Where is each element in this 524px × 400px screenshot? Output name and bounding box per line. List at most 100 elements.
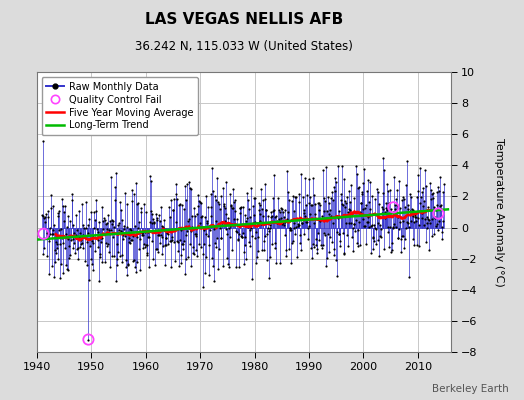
Point (299, 216, 307, 222)
Point (438, 228, 446, 235)
Point (368, 235, 377, 242)
Point (214, 199, 222, 205)
Point (428, 216, 436, 222)
Point (225, 234, 234, 240)
Point (427, 187, 435, 193)
Point (242, 218, 250, 224)
Point (243, 190, 252, 196)
Point (408, 212, 417, 219)
Point (424, 204, 433, 210)
Point (194, 198, 203, 204)
Point (51, 247, 60, 253)
Point (355, 184, 363, 190)
Point (155, 212, 163, 219)
Point (51, 250, 60, 256)
Point (376, 233, 384, 240)
Point (268, 194, 277, 201)
Point (44, 213, 52, 220)
Point (149, 256, 158, 262)
Point (434, 227, 442, 234)
Point (213, 174, 221, 181)
Point (63, 266, 71, 272)
Point (69, 236, 77, 242)
Point (303, 225, 312, 231)
Point (394, 214, 402, 221)
Point (157, 250, 166, 257)
Point (39, 138, 47, 144)
Point (167, 264, 175, 270)
Point (262, 207, 270, 214)
Point (373, 186, 381, 192)
Point (48, 230, 57, 237)
Point (92, 208, 100, 214)
Point (363, 177, 372, 183)
Point (235, 231, 243, 237)
Point (410, 218, 418, 225)
Point (200, 227, 208, 234)
Point (147, 208, 155, 215)
Point (168, 237, 176, 243)
Point (121, 233, 129, 239)
Point (237, 233, 245, 239)
Legend: Raw Monthly Data, Quality Control Fail, Five Year Moving Average, Long-Term Tren: Raw Monthly Data, Quality Control Fail, … (41, 77, 198, 135)
Point (197, 200, 205, 206)
Point (183, 181, 191, 188)
Point (183, 228, 192, 234)
Point (404, 220, 412, 226)
Point (221, 179, 230, 185)
Point (70, 239, 79, 246)
Point (132, 268, 140, 275)
Point (329, 197, 337, 204)
Point (83, 262, 91, 268)
Point (245, 238, 253, 245)
Point (285, 197, 293, 204)
Point (102, 220, 111, 226)
Point (122, 256, 130, 263)
Point (332, 256, 341, 263)
Point (224, 261, 233, 267)
Point (193, 253, 201, 259)
Point (107, 174, 115, 180)
Point (302, 219, 311, 225)
Point (204, 242, 213, 248)
Point (156, 218, 164, 225)
Point (74, 245, 83, 252)
Point (333, 273, 341, 279)
Point (405, 274, 413, 280)
Point (403, 157, 411, 164)
Point (394, 235, 402, 242)
Point (233, 216, 241, 222)
Point (312, 236, 320, 242)
Point (41, 235, 50, 242)
Point (41, 218, 49, 225)
Point (160, 226, 168, 232)
Point (78, 222, 86, 228)
Point (54, 256, 63, 262)
Point (411, 214, 419, 220)
Point (68, 191, 76, 197)
Point (318, 213, 326, 219)
Point (211, 192, 219, 199)
Point (143, 250, 151, 256)
Point (136, 205, 145, 211)
Point (389, 204, 398, 210)
Point (411, 214, 420, 220)
Point (75, 207, 83, 214)
Point (59, 240, 67, 246)
Point (126, 240, 134, 246)
Point (202, 231, 211, 238)
Point (53, 241, 61, 248)
Point (123, 201, 132, 207)
Point (187, 186, 195, 192)
Point (192, 247, 201, 254)
Point (336, 238, 345, 245)
Point (340, 176, 348, 182)
Point (418, 210, 426, 216)
Point (201, 270, 209, 276)
Point (250, 211, 258, 218)
Point (184, 216, 193, 222)
Point (226, 223, 235, 230)
Point (258, 246, 267, 253)
Point (269, 172, 278, 178)
Point (433, 189, 442, 196)
